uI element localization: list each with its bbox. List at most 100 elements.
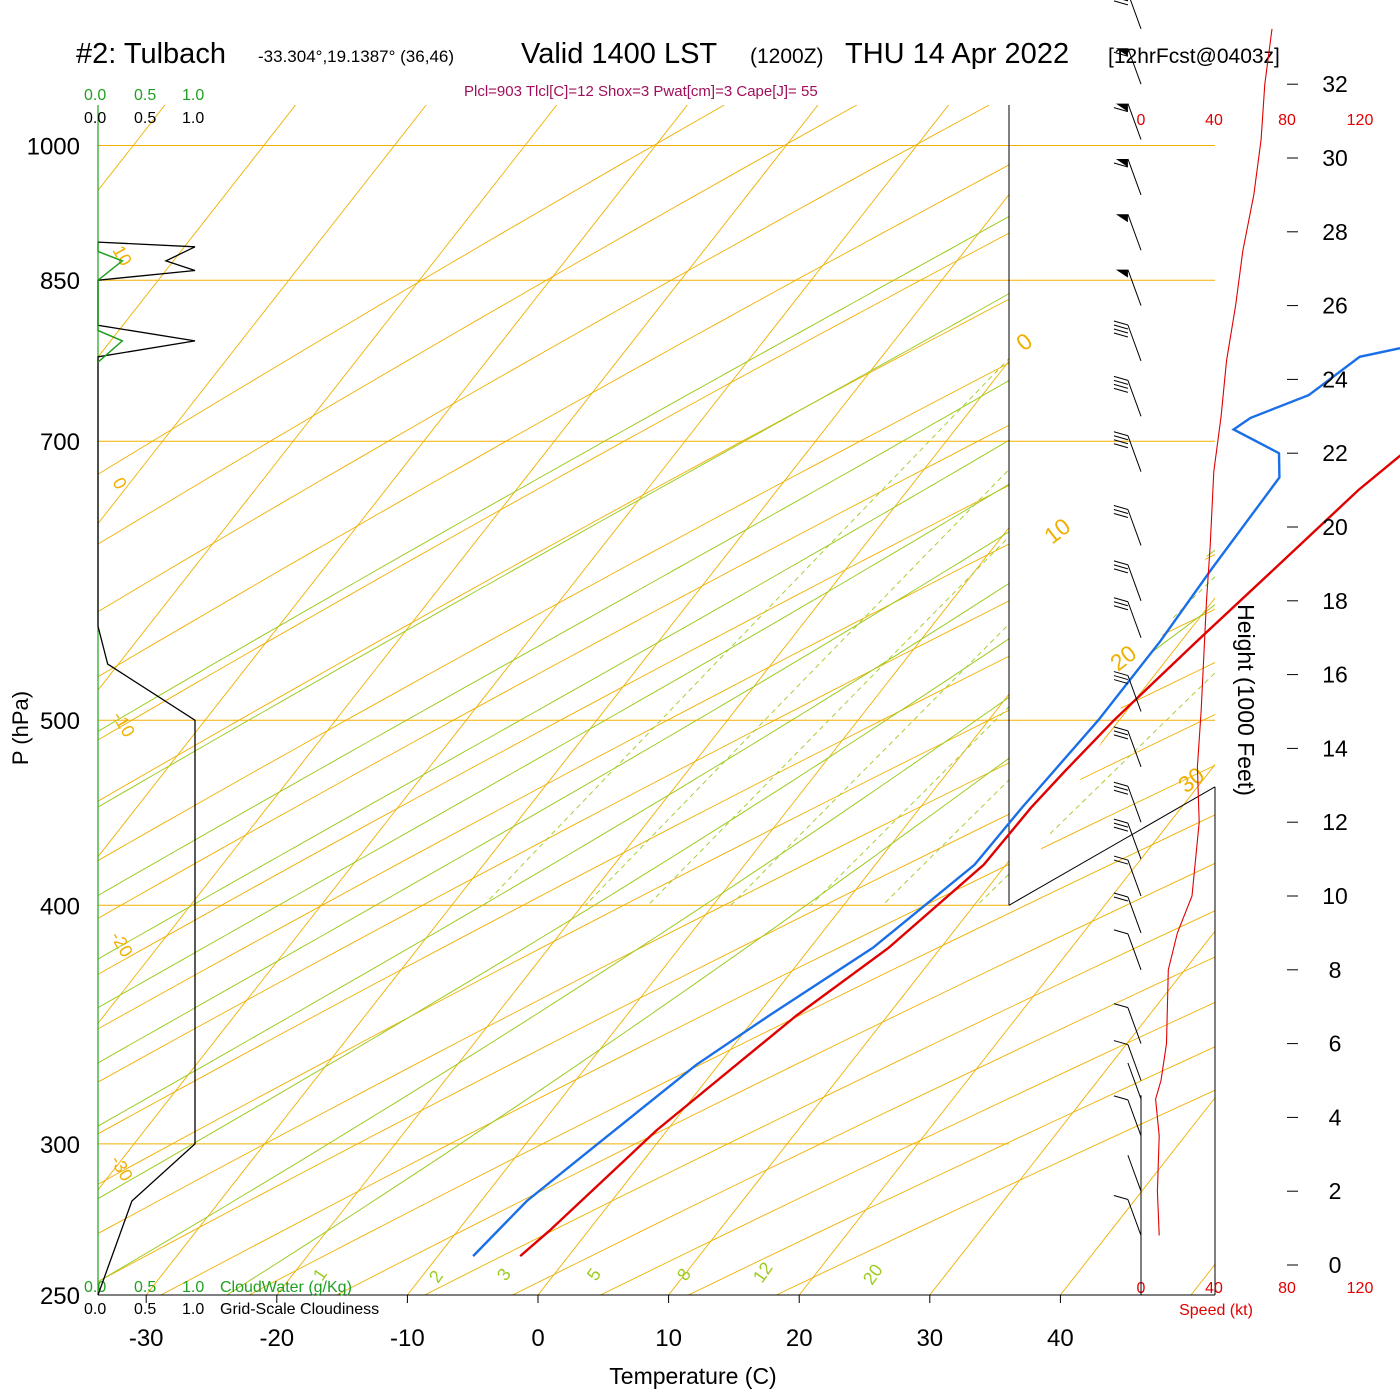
isotherm — [98, 105, 949, 1295]
wind-barb-flag — [1113, 785, 1129, 791]
x-axis-label: Temperature (C) — [609, 1363, 776, 1389]
wind-barb — [1127, 601, 1142, 638]
isotherm-label: 0 — [109, 474, 131, 493]
speed-tick-bottom: 80 — [1278, 1280, 1296, 1297]
mixing-ratio-label: 12 — [749, 1258, 777, 1286]
pressure-tick-label: 250 — [40, 1283, 80, 1310]
dry-adiabat — [98, 105, 990, 1295]
pressure-tick-label: 850 — [40, 268, 80, 295]
wind-barb-flag — [1113, 818, 1129, 824]
cloudiness-scale-top: 0.5 — [134, 110, 156, 127]
wind-barb — [1127, 1062, 1142, 1100]
temperature-tick-label: -30 — [129, 1325, 164, 1352]
dry-adiabat — [98, 105, 858, 1295]
moist-adiabat — [98, 105, 1215, 1295]
cloudiness-scale-bottom: 0.5 — [134, 1301, 156, 1318]
dry-adiabat — [98, 105, 1215, 1295]
wind-barb — [1127, 324, 1142, 362]
mixing-ratio-line — [584, 105, 1215, 906]
height-tick-label: 20 — [1322, 514, 1348, 540]
height-tick-label: 28 — [1322, 219, 1348, 245]
height-tick-label: 26 — [1322, 293, 1348, 319]
mixing-ratio-label: 8 — [673, 1265, 695, 1285]
wind-barb-flag — [1113, 328, 1129, 334]
temperature-tick-label: 20 — [786, 1325, 813, 1352]
temperature-tick-label: 40 — [1047, 1325, 1074, 1352]
temperature-tick-label: -10 — [390, 1325, 425, 1352]
cloudiness-label: Grid-Scale Cloudiness — [220, 1301, 379, 1318]
height-tick-label: 18 — [1322, 588, 1348, 614]
wind-barb — [1127, 786, 1142, 823]
isotherm — [798, 105, 1215, 1295]
cloudwater-profile — [97, 242, 124, 363]
cloudwater-scale-bottom: 1.0 — [182, 1279, 204, 1296]
pressure-tick-label: 300 — [40, 1132, 80, 1159]
wind-barb-flag — [1113, 1195, 1129, 1201]
wind-barb-flag — [1113, 564, 1129, 570]
dry-adiabat — [424, 105, 1215, 1295]
height-tick-label: 8 — [1329, 957, 1342, 983]
mixing-ratio-line — [810, 105, 1215, 906]
dry-adiabat — [98, 105, 1215, 1295]
moist-adiabat — [98, 105, 1215, 1295]
temperature-tick-label: 30 — [916, 1325, 943, 1352]
dry-adiabat — [98, 105, 1215, 1295]
cloudiness-scale-bottom: 1.0 — [182, 1301, 204, 1318]
wind-barb — [1127, 730, 1142, 768]
dry-adiabat — [512, 105, 1215, 1295]
wind-barb-pennant — [1115, 158, 1128, 167]
speed-tick-top: 40 — [1205, 112, 1223, 129]
wind-barb-flag — [1113, 387, 1129, 393]
wind-barb-flag — [1113, 1040, 1129, 1046]
wind-barb — [1127, 509, 1142, 546]
mixing-ratio-label: 3 — [493, 1265, 515, 1285]
plot-area — [98, 105, 1215, 1295]
wind-barb — [1127, 158, 1142, 196]
figure-title: #2: Tulbach -33.304°,19.1387° (36,46) Va… — [0, 0, 1400, 90]
wind-barb-flag — [1113, 855, 1129, 861]
height-tick-label: 32 — [1322, 71, 1348, 97]
isotherm — [1190, 105, 1215, 1295]
wind-barb-flag — [1113, 726, 1129, 732]
wind-barb-flag — [1113, 929, 1129, 935]
wind-barb — [1127, 269, 1142, 306]
mixing-ratio-line — [647, 105, 1215, 906]
dry-adiabat — [98, 105, 1215, 1295]
dry-adiabat — [98, 105, 1215, 1295]
wind-barb-flag — [1113, 332, 1129, 338]
wind-barb-flag — [1113, 431, 1129, 437]
wind-barb — [1127, 1155, 1142, 1192]
speed-tick-bottom: 120 — [1347, 1280, 1374, 1297]
mixing-ratio-line — [483, 105, 1215, 906]
wind-barb-flag — [1113, 0, 1129, 6]
moist-adiabat — [98, 105, 1215, 1295]
wind-barb-flag — [1113, 601, 1129, 607]
isotherm — [98, 105, 558, 1295]
wind-barb — [1127, 822, 1142, 860]
cloudiness-scale-top: 1.0 — [182, 110, 204, 127]
moist-adiabat — [98, 105, 1211, 1295]
height-tick-label: 4 — [1329, 1104, 1342, 1130]
cloudwater-scale-top: 0.5 — [134, 87, 156, 104]
wind-barb — [1127, 380, 1142, 417]
pressure-tick-label: 1000 — [27, 133, 80, 160]
dry-adiabat — [160, 105, 1215, 1295]
isotherm-label: -10 — [109, 708, 139, 741]
moist-adiabat — [98, 105, 1215, 1295]
wind-barb-flag — [1113, 379, 1129, 385]
wind-barb-flag — [1122, 0, 1129, 2]
wind-barb-flag — [1113, 789, 1129, 795]
utc-time: (1200Z) — [750, 45, 824, 68]
wind-barb-pennant — [1115, 48, 1128, 57]
station-name: #2: Tulbach — [76, 38, 226, 70]
wind-barb-flag — [1113, 896, 1129, 902]
wind-barb-pennant — [1115, 214, 1128, 223]
temperature-tick-label: 0 — [531, 1325, 544, 1352]
wind-barb-flag — [1113, 324, 1129, 330]
wind-barb — [1127, 103, 1142, 140]
height-tick-label: 2 — [1329, 1178, 1342, 1204]
isotherm — [929, 105, 1215, 1295]
wind-barb-flag — [1113, 781, 1129, 787]
dry-adiabat — [98, 105, 725, 1295]
